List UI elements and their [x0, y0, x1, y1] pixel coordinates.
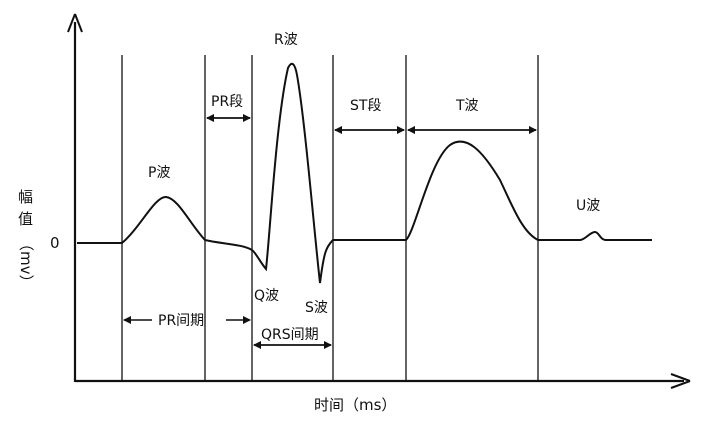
x-axis-label: 时间（ms） — [314, 396, 396, 414]
zero-label: 0 — [50, 234, 60, 252]
y-axis-arrowhead — [67, 13, 83, 33]
t-wave-label: T波 — [455, 98, 479, 114]
pr-interval-label: PR间期 — [158, 313, 204, 329]
qrs-interval-label: QRS间期 — [261, 327, 319, 343]
y-axis-label-char-2: 值 — [18, 210, 33, 228]
u-wave-label: U波 — [576, 198, 600, 214]
r-wave-label: R波 — [274, 32, 298, 48]
pr-segment-label: PR段 — [211, 94, 243, 110]
x-axis-arrowhead — [670, 373, 691, 389]
y-axis-label-char-1: 幅 — [18, 188, 33, 206]
p-wave-label: P波 — [148, 165, 170, 181]
q-wave-label: Q波 — [254, 288, 279, 304]
ecg-waveform — [77, 62, 652, 284]
s-wave-label: S波 — [305, 300, 328, 316]
st-segment-label: ST段 — [350, 98, 381, 114]
y-axis-unit-label: （mv） — [17, 236, 35, 290]
